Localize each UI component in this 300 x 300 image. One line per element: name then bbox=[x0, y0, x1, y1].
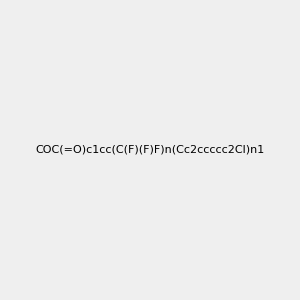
Text: COC(=O)c1cc(C(F)(F)F)n(Cc2ccccc2Cl)n1: COC(=O)c1cc(C(F)(F)F)n(Cc2ccccc2Cl)n1 bbox=[35, 145, 265, 155]
